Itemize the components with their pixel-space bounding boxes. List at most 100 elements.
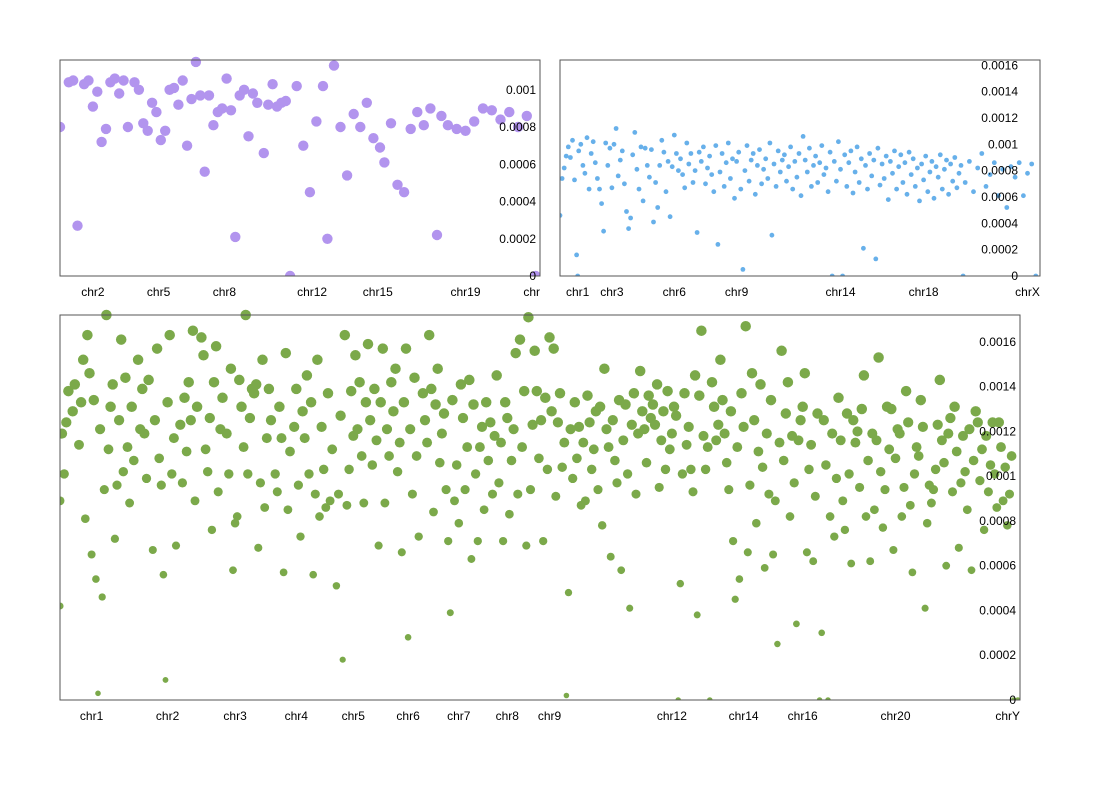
data-point bbox=[252, 97, 263, 109]
data-point bbox=[419, 415, 431, 426]
data-point bbox=[688, 487, 698, 497]
data-point bbox=[593, 485, 603, 495]
data-point bbox=[540, 392, 551, 404]
data-point bbox=[404, 634, 412, 641]
data-point bbox=[442, 120, 454, 131]
data-point bbox=[642, 145, 648, 151]
data-point bbox=[203, 90, 215, 101]
data-point bbox=[405, 424, 416, 435]
data-point bbox=[928, 485, 939, 495]
y-tick-label: 0.0014 bbox=[979, 380, 1016, 394]
data-point bbox=[505, 509, 514, 519]
y-tick-label: 0.0006 bbox=[979, 559, 1016, 573]
data-point bbox=[964, 424, 975, 435]
chart-panel-1: 0 0.0002 0.0004 0.0006 0.0008 0.001 chr2 chr5 ch… bbox=[59, 56, 541, 299]
data-point bbox=[821, 172, 827, 178]
data-point bbox=[155, 134, 166, 146]
data-point bbox=[834, 178, 839, 184]
data-point bbox=[87, 101, 99, 112]
data-point bbox=[910, 156, 916, 162]
data-point bbox=[468, 399, 479, 410]
data-point bbox=[168, 433, 179, 444]
data-point bbox=[126, 401, 137, 413]
data-point bbox=[276, 433, 287, 444]
data-point bbox=[568, 473, 578, 484]
data-point bbox=[204, 412, 215, 424]
data-point bbox=[510, 347, 521, 359]
data-point bbox=[502, 412, 513, 424]
data-point bbox=[457, 412, 469, 424]
data-point bbox=[950, 178, 956, 184]
data-point bbox=[1015, 697, 1020, 700]
data-point bbox=[821, 460, 831, 470]
data-point bbox=[927, 169, 933, 175]
data-point bbox=[979, 525, 989, 535]
data-point bbox=[305, 397, 317, 408]
data-point bbox=[190, 496, 200, 506]
data-point bbox=[719, 151, 725, 156]
x-tick-label: chr3 bbox=[600, 285, 624, 299]
data-point bbox=[321, 503, 331, 512]
data-point bbox=[811, 163, 816, 168]
point-group bbox=[60, 309, 1020, 700]
data-point bbox=[151, 343, 163, 354]
data-point bbox=[592, 160, 598, 166]
data-point bbox=[230, 518, 240, 528]
data-point bbox=[122, 121, 134, 133]
data-point bbox=[107, 379, 118, 390]
data-point bbox=[1033, 273, 1039, 276]
data-point bbox=[548, 343, 559, 354]
data-point bbox=[917, 421, 929, 432]
data-point bbox=[339, 329, 351, 341]
data-point bbox=[717, 169, 723, 175]
data-point bbox=[521, 110, 532, 122]
data-point bbox=[809, 184, 814, 189]
x-tick-label: chr2 bbox=[156, 709, 180, 723]
data-point bbox=[479, 505, 489, 515]
data-point bbox=[749, 415, 760, 426]
data-point bbox=[590, 139, 596, 145]
data-point bbox=[554, 388, 566, 399]
data-point bbox=[495, 114, 506, 125]
data-point bbox=[522, 541, 531, 550]
data-point bbox=[414, 532, 423, 541]
data-point bbox=[355, 121, 366, 133]
data-point bbox=[296, 532, 305, 541]
data-point bbox=[491, 370, 502, 381]
data-point bbox=[804, 464, 814, 475]
data-point bbox=[934, 374, 946, 386]
data-point bbox=[933, 164, 939, 170]
data-point bbox=[960, 273, 966, 276]
data-point bbox=[983, 487, 993, 497]
data-point bbox=[572, 177, 577, 183]
data-point bbox=[668, 401, 680, 413]
y-tick-label: 0 bbox=[529, 269, 536, 283]
y-tick-label: 0.0008 bbox=[981, 164, 1018, 178]
data-point bbox=[957, 430, 969, 441]
data-point bbox=[830, 532, 839, 541]
data-point bbox=[381, 424, 393, 435]
data-point bbox=[809, 557, 818, 566]
data-point bbox=[243, 131, 254, 142]
data-point bbox=[451, 460, 462, 470]
data-point bbox=[847, 559, 856, 568]
data-point bbox=[480, 397, 492, 408]
data-point bbox=[789, 478, 799, 488]
x-tick-label: chr8 bbox=[213, 285, 237, 299]
data-point bbox=[143, 374, 154, 386]
data-point bbox=[883, 153, 889, 159]
data-point bbox=[464, 374, 475, 386]
data-point bbox=[931, 195, 937, 201]
data-point bbox=[283, 505, 293, 515]
plot-area-frame bbox=[59, 59, 541, 277]
data-point bbox=[489, 430, 500, 441]
data-point bbox=[743, 548, 752, 557]
data-point bbox=[792, 159, 798, 164]
data-point bbox=[863, 163, 868, 168]
data-point bbox=[476, 421, 488, 432]
data-point bbox=[708, 401, 720, 413]
data-point bbox=[181, 140, 193, 151]
data-point bbox=[730, 156, 735, 162]
data-point bbox=[291, 383, 302, 395]
data-point bbox=[191, 401, 203, 413]
